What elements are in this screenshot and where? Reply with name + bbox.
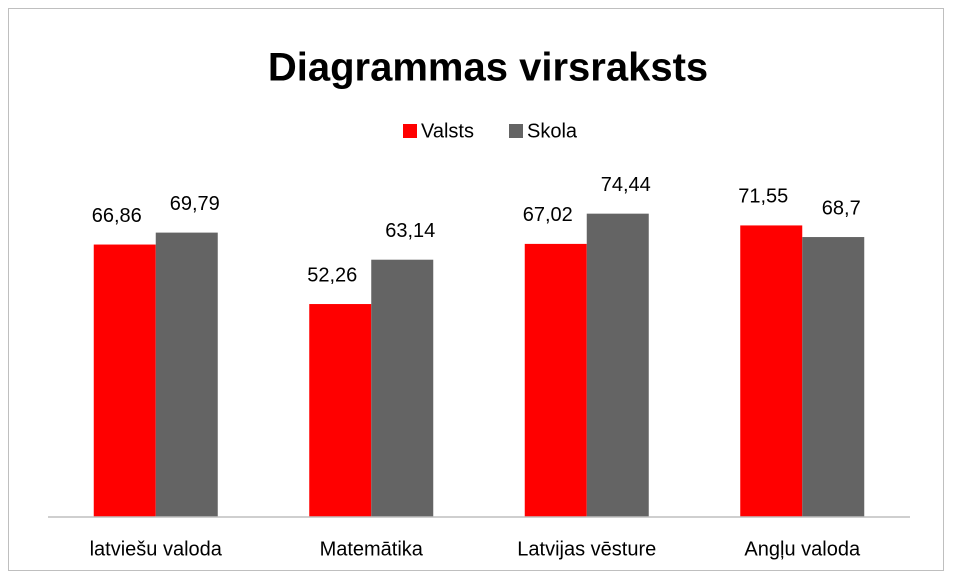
bar <box>371 259 434 517</box>
data-label: 67,02 <box>523 204 573 226</box>
x-tick-label: Latvijas vēsture <box>517 538 656 560</box>
x-tick-label: Matemātika <box>320 538 424 560</box>
data-label: 63,14 <box>385 220 435 242</box>
data-label: 68,7 <box>822 197 861 219</box>
x-tick-label: latviešu valoda <box>90 538 223 560</box>
bar <box>155 232 218 517</box>
x-tick-label: Angļu valoda <box>744 538 861 560</box>
data-label: 66,86 <box>92 205 142 227</box>
data-label: 74,44 <box>601 174 651 196</box>
data-label: 52,26 <box>307 264 357 286</box>
bar <box>740 225 803 517</box>
legend-swatch <box>509 124 523 138</box>
data-label: 69,79 <box>170 193 220 215</box>
data-label: 71,55 <box>738 186 788 208</box>
legend-label: Valsts <box>421 120 474 142</box>
bar <box>586 213 649 518</box>
bar <box>93 244 156 517</box>
chart-title: Diagrammas virsraksts <box>268 46 708 90</box>
bar <box>309 304 372 517</box>
bar <box>802 237 865 518</box>
legend-swatch <box>403 124 417 138</box>
bar <box>524 243 587 517</box>
legend-label: Skola <box>527 120 578 142</box>
